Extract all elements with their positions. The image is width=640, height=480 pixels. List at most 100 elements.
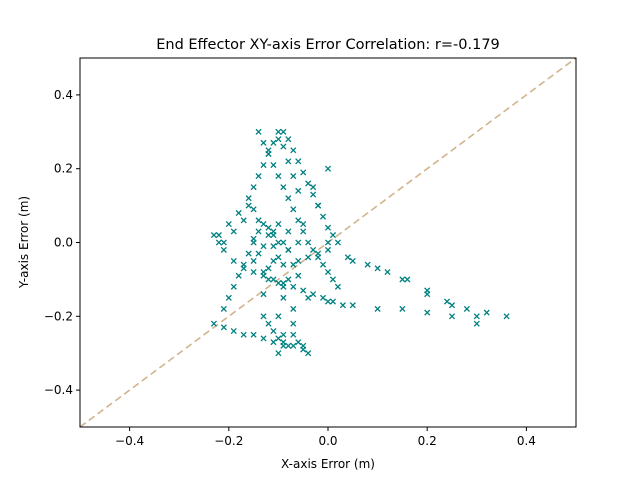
scatter-point <box>260 272 267 279</box>
scatter-point <box>275 335 282 342</box>
scatter-point <box>305 254 312 261</box>
scatter-point <box>210 320 217 327</box>
scatter-point <box>285 276 292 283</box>
scatter-point <box>290 283 297 290</box>
scatter-point <box>220 305 227 312</box>
scatter-point <box>270 139 277 146</box>
scatter-point <box>280 342 287 349</box>
chart-title: End Effector XY-axis Error Correlation: … <box>156 37 500 53</box>
scatter-point <box>275 313 282 320</box>
scatter-point <box>215 239 222 246</box>
scatter-point <box>245 202 252 209</box>
scatter-point <box>275 136 282 143</box>
scatter-point <box>230 283 237 290</box>
scatter-point <box>245 250 252 257</box>
scatter-point <box>324 298 332 305</box>
scatter-point <box>220 239 227 246</box>
scatter-point <box>300 169 307 176</box>
scatter-point <box>255 250 262 257</box>
y-tick-label: −0.2 <box>44 309 73 323</box>
scatter-point <box>260 161 267 169</box>
scatter-point <box>399 276 406 283</box>
scatter-point <box>265 276 272 283</box>
scatter-point <box>285 158 292 165</box>
scatter-point <box>260 243 267 250</box>
x-tick-label: 0.2 <box>418 434 437 448</box>
scatter-point <box>443 298 451 305</box>
scatter-point <box>349 302 356 309</box>
y-axis-ticks: −0.4 −0.2 0.0 0.2 0.4 <box>44 88 80 397</box>
scatter-point <box>270 161 277 169</box>
scatter-point <box>250 268 257 276</box>
scatter-point <box>305 239 312 246</box>
scatter-point <box>290 206 297 213</box>
scatter-point <box>305 294 312 301</box>
scatter-point <box>424 291 431 298</box>
scatter-point <box>230 328 237 335</box>
scatter-point <box>374 305 381 312</box>
scatter-point <box>225 294 232 301</box>
scatter-point <box>235 209 242 217</box>
scatter-point <box>275 173 282 180</box>
scatter-point <box>285 195 292 202</box>
scatter-point <box>240 331 247 338</box>
scatter-point <box>270 228 277 235</box>
scatter-point <box>260 139 267 146</box>
scatter-point <box>329 232 337 239</box>
scatter-point <box>290 320 297 327</box>
scatter-point <box>310 291 317 298</box>
scatter-points <box>210 128 510 357</box>
scatter-point <box>240 265 247 272</box>
scatter-point <box>503 313 510 320</box>
scatter-point <box>270 243 277 250</box>
scatter-point <box>280 294 287 301</box>
scatter-point <box>255 173 262 180</box>
scatter-point <box>255 128 262 135</box>
scatter-point <box>225 220 232 228</box>
scatter-point <box>305 180 312 187</box>
scatter-point <box>448 313 456 320</box>
scatter-point <box>324 239 332 246</box>
scatter-point <box>473 320 480 327</box>
scatter-point <box>339 302 346 309</box>
scatter-point <box>324 246 332 253</box>
scatter-point <box>245 195 252 202</box>
scatter-point <box>285 136 292 143</box>
scatter-point <box>310 184 317 191</box>
scatter-point <box>230 228 237 235</box>
y-tick-label: 0.2 <box>54 162 73 176</box>
scatter-point <box>349 257 356 265</box>
scatter-point <box>260 291 267 298</box>
scatter-point <box>270 276 277 283</box>
scatter-point <box>220 246 227 253</box>
scatter-point <box>250 257 257 265</box>
scatter-point <box>290 261 297 268</box>
scatter-point <box>300 346 307 353</box>
scatter-point <box>275 128 282 135</box>
y-tick-label: 0.0 <box>54 236 73 250</box>
scatter-point <box>265 265 272 272</box>
scatter-point <box>260 313 267 320</box>
scatter-point <box>270 339 277 346</box>
scatter-point <box>310 246 317 253</box>
scatter-point <box>210 232 217 239</box>
scatter-point <box>275 254 282 261</box>
scatter-point <box>319 294 327 301</box>
scatter-point <box>300 228 307 235</box>
scatter-point <box>290 305 297 312</box>
scatter-point <box>270 328 277 335</box>
scatter-point <box>270 257 277 265</box>
x-tick-label: −0.4 <box>115 434 144 448</box>
scatter-point <box>280 143 287 150</box>
scatter-point <box>310 191 317 198</box>
scatter-point <box>250 331 257 338</box>
scatter-point <box>280 239 287 246</box>
x-tick-label: 0.0 <box>318 434 337 448</box>
scatter-point <box>295 217 302 224</box>
scatter-point <box>265 320 272 327</box>
scatter-point <box>295 272 302 279</box>
scatter-point <box>275 280 282 287</box>
scatter-point <box>275 239 282 246</box>
